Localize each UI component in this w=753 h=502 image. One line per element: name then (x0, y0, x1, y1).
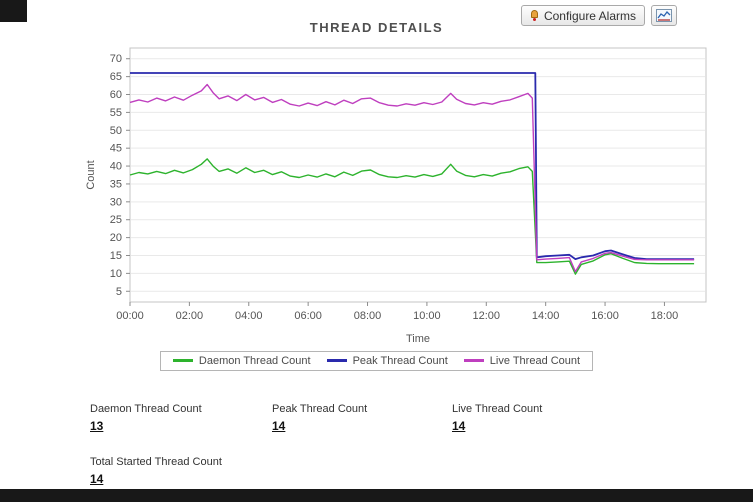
svg-text:14:00: 14:00 (532, 310, 560, 322)
legend-label: Peak Thread Count (352, 354, 448, 367)
legend-item-daemon: Daemon Thread Count (172, 354, 311, 367)
stat-peak-thread-count: Peak Thread Count 14 (272, 403, 367, 435)
legend-swatch (172, 359, 193, 362)
svg-text:5: 5 (116, 286, 122, 298)
legend-label: Daemon Thread Count (198, 354, 311, 367)
svg-text:70: 70 (110, 53, 122, 65)
svg-text:Count: Count (85, 160, 97, 189)
sidebar-edge-block (0, 0, 27, 22)
svg-text:00:00: 00:00 (116, 310, 144, 322)
legend-item-live: Live Thread Count (463, 354, 581, 367)
svg-text:20: 20 (110, 232, 122, 244)
thread-chart-svg: 5 10 15 20 25 30 35 40 45 50 55 60 65 70 00:00 02:00 04:… (85, 47, 707, 345)
stat-label: Daemon Thread Count (90, 403, 202, 415)
thread-details-chart: 5 10 15 20 25 30 35 40 45 50 55 60 65 70 00:00 02:00 04:… (82, 40, 722, 350)
legend-swatch (463, 359, 484, 362)
svg-text:18:00: 18:00 (651, 310, 679, 322)
svg-text:60: 60 (110, 89, 122, 101)
stat-live-thread-count: Live Thread Count 14 (452, 403, 542, 435)
configure-alarms-button[interactable]: Configure Alarms (520, 5, 645, 26)
svg-text:Time: Time (406, 333, 430, 345)
stat-value-link[interactable]: 14 (90, 472, 104, 486)
toolbar: Configure Alarms (520, 5, 677, 26)
stat-total-started-thread-count: Total Started Thread Count 14 (90, 456, 222, 488)
svg-text:65: 65 (110, 71, 122, 83)
svg-text:04:00: 04:00 (235, 310, 263, 322)
stat-daemon-thread-count: Daemon Thread Count 13 (90, 403, 202, 435)
svg-text:15: 15 (110, 250, 122, 262)
svg-text:16:00: 16:00 (591, 310, 619, 322)
chart-legend: Daemon Thread Count Peak Thread Count Li… (0, 349, 753, 371)
page-title: THREAD DETAILS (309, 20, 444, 35)
bottom-bar (0, 489, 753, 502)
svg-text:08:00: 08:00 (354, 310, 382, 322)
svg-text:02:00: 02:00 (176, 310, 204, 322)
alarm-icon (530, 10, 539, 21)
svg-text:06:00: 06:00 (294, 310, 322, 322)
svg-text:10:00: 10:00 (413, 310, 441, 322)
stat-label: Live Thread Count (452, 403, 543, 415)
graph-view-button[interactable] (651, 5, 677, 26)
svg-text:55: 55 (110, 107, 122, 119)
legend-label: Live Thread Count (489, 354, 581, 367)
svg-text:50: 50 (110, 125, 122, 137)
svg-text:35: 35 (110, 178, 122, 190)
stat-label: Peak Thread Count (272, 403, 368, 415)
stat-value-link[interactable]: 13 (90, 419, 104, 433)
configure-alarms-label: Configure Alarms (543, 8, 636, 23)
svg-text:10: 10 (110, 268, 122, 280)
svg-text:25: 25 (110, 214, 122, 226)
stat-label: Total Started Thread Count (90, 456, 222, 468)
legend-swatch (326, 359, 347, 362)
stat-value-link[interactable]: 14 (272, 419, 286, 433)
graph-icon (656, 9, 672, 22)
stat-value-link[interactable]: 14 (452, 419, 466, 433)
legend-item-peak: Peak Thread Count (326, 354, 448, 367)
svg-text:45: 45 (110, 143, 122, 155)
svg-text:30: 30 (110, 196, 122, 208)
svg-text:40: 40 (110, 161, 122, 173)
svg-text:12:00: 12:00 (473, 310, 501, 322)
